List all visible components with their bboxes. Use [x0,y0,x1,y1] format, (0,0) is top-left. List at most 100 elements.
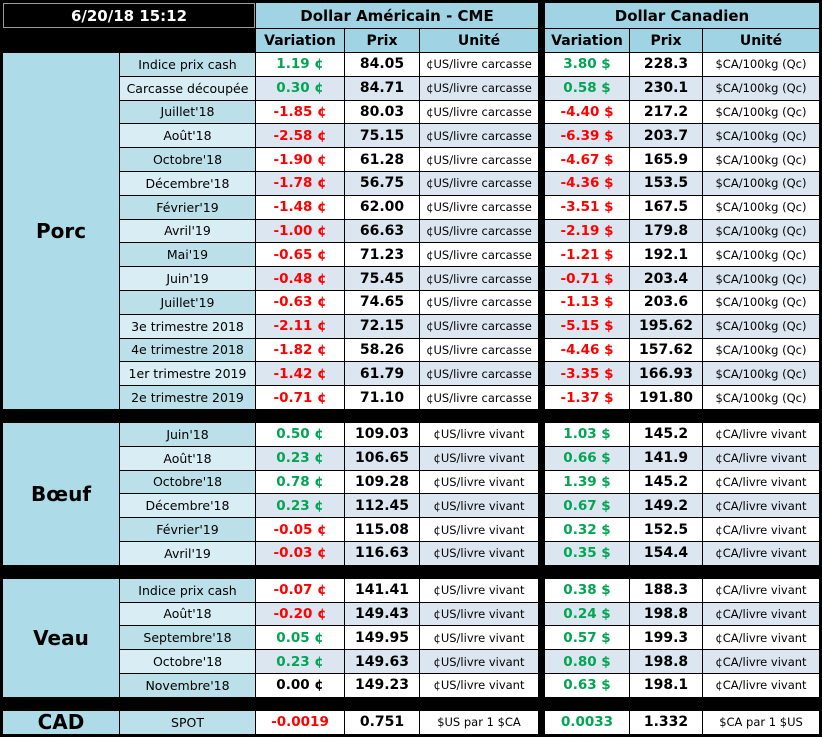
ca-price: 149.2 [630,494,702,518]
us-unit: ¢US/livre vivant [420,626,538,650]
ca-variation: -2.19 $ [545,219,629,243]
ca-unit: ¢CA/livre vivant [703,673,819,697]
ca-price: 153.5 [630,171,702,195]
us-variation: -2.11 ¢ [256,314,344,338]
ca-variation: 0.63 $ [545,673,629,697]
ca-unit: ¢CA/livre vivant [703,446,819,470]
ca-price: 203.6 [630,290,702,314]
ca-price: 217.2 [630,100,702,124]
group-separator [539,100,544,124]
us-unit: ¢US/livre carcasse [420,338,538,362]
ca-variation: 0.38 $ [545,578,629,602]
group-separator [539,710,544,734]
ca-unit: $CA/100kg (Qc) [703,386,819,409]
us-unit: ¢US/livre carcasse [420,195,538,219]
us-price: 56.75 [345,171,419,195]
ca-unit: $CA/100kg (Qc) [703,100,819,124]
ca-unit: $CA/100kg (Qc) [703,148,819,171]
us-variation: 0.23 ¢ [256,650,344,673]
row-label: Carcasse découpée [120,76,255,100]
col-header-us-prix: Prix [345,29,419,52]
row-label: 2e trimestre 2019 [120,386,255,409]
ca-price: 198.8 [630,602,702,626]
ca-price: 188.3 [630,578,702,602]
row-label: Octobre'18 [120,148,255,171]
us-variation: 0.30 ¢ [256,76,344,100]
ca-variation: -4.67 $ [545,148,629,171]
us-unit: ¢US/livre carcasse [420,124,538,148]
section-divider [3,409,819,422]
us-variation: -0.0019 [256,710,344,734]
group-separator [539,541,544,565]
us-unit: ¢US/livre vivant [420,518,538,541]
ca-price: 165.9 [630,148,702,171]
ca-variation: 0.0033 [545,710,629,734]
section-divider [3,697,819,710]
us-price: 62.00 [345,195,419,219]
row-label: Juillet'19 [120,290,255,314]
group-separator [539,602,544,626]
ca-variation: 0.35 $ [545,541,629,565]
row-label: Avril'19 [120,219,255,243]
us-price: 74.65 [345,290,419,314]
us-unit: ¢US/livre carcasse [420,53,538,76]
col-header-us-variation: Variation [256,29,344,52]
row-label: Août'18 [120,446,255,470]
us-variation: -0.71 ¢ [256,386,344,409]
us-variation: -1.42 ¢ [256,362,344,386]
us-variation: -1.48 ¢ [256,195,344,219]
us-price: 61.28 [345,148,419,171]
ca-unit: $CA/100kg (Qc) [703,195,819,219]
ca-price: 154.4 [630,541,702,565]
row-label: Décembre'18 [120,494,255,518]
us-unit: ¢US/livre carcasse [420,100,538,124]
group-separator [539,446,544,470]
us-unit: ¢US/livre carcasse [420,243,538,267]
group-separator [539,3,544,52]
group-separator [539,219,544,243]
row-label: Octobre'18 [120,470,255,494]
ca-variation: -4.46 $ [545,338,629,362]
group-separator [539,422,544,446]
ca-unit: ¢CA/livre vivant [703,518,819,541]
us-variation: -0.05 ¢ [256,518,344,541]
ca-unit: $CA/100kg (Qc) [703,267,819,290]
header-blank [3,29,255,52]
ca-variation: -1.13 $ [545,290,629,314]
row-label: Septembre'18 [120,626,255,650]
us-price: 66.63 [345,219,419,243]
us-unit: ¢US/livre vivant [420,541,538,565]
us-unit: ¢US/livre vivant [420,602,538,626]
us-unit: ¢US/livre vivant [420,494,538,518]
section-label: Bœuf [3,422,119,565]
ca-price: 1.332 [630,710,702,734]
us-price: 141.41 [345,578,419,602]
ca-variation: -6.39 $ [545,124,629,148]
ca-variation: -5.15 $ [545,314,629,338]
us-unit: ¢US/livre vivant [420,578,538,602]
group-separator [539,518,544,541]
us-price: 84.05 [345,53,419,76]
ca-price: 203.7 [630,124,702,148]
group-header-us: Dollar Américain - CME [256,3,538,28]
ca-unit: ¢CA/livre vivant [703,494,819,518]
us-unit: $US par 1 $CA [420,710,538,734]
ca-variation: 0.80 $ [545,650,629,673]
ca-variation: -3.35 $ [545,362,629,386]
ca-variation: -0.71 $ [545,267,629,290]
ca-unit: $CA/100kg (Qc) [703,219,819,243]
us-price: 149.63 [345,650,419,673]
group-separator [539,76,544,100]
row-label: Août'18 [120,602,255,626]
us-unit: ¢US/livre carcasse [420,386,538,409]
ca-price: 198.8 [630,650,702,673]
ca-variation: 0.58 $ [545,76,629,100]
group-separator [539,53,544,76]
ca-unit: ¢CA/livre vivant [703,541,819,565]
col-header-us-unite: Unité [420,29,538,52]
group-separator [539,362,544,386]
col-header-ca-variation: Variation [545,29,629,52]
group-separator [539,494,544,518]
us-price: 109.28 [345,470,419,494]
